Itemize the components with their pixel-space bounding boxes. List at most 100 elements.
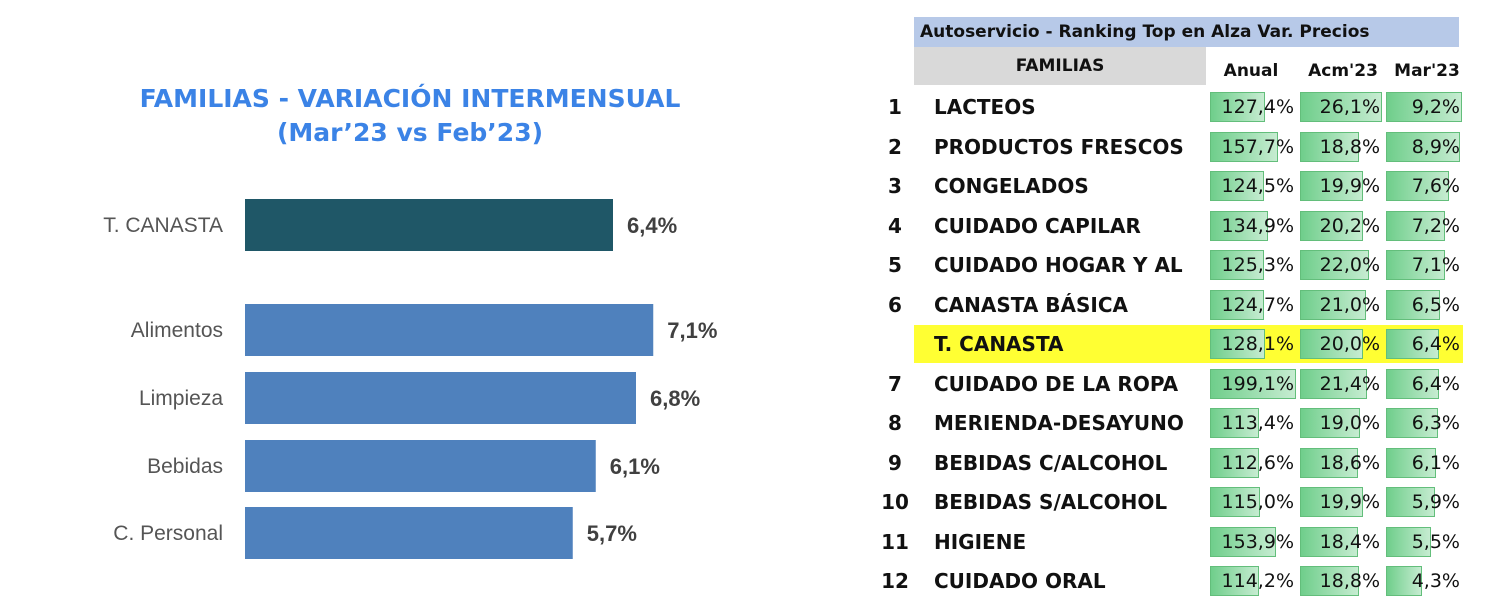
table-row: 3 CONGELADOS 124,5% 19,9% 7,6% xyxy=(880,167,1500,205)
cell-mar: 7,2% xyxy=(1386,210,1462,241)
cell-acm: 19,9% xyxy=(1300,487,1382,517)
rank-number: 8 xyxy=(888,411,902,435)
cell-anual: 113,4% xyxy=(1210,408,1296,438)
cell-value: 157,7% xyxy=(1221,135,1294,158)
familia-name: PRODUCTOS FRESCOS xyxy=(934,134,1184,159)
bar-chart-panel: FAMILIAS - VARIACIÓN INTERMENSUAL (Mar’2… xyxy=(103,84,717,559)
table-row: 1 LACTEOS 127,4% 26,1% 9,2% xyxy=(880,88,1500,126)
rank-number: 7 xyxy=(888,371,902,396)
cell-mar: 6,5% xyxy=(1386,289,1462,320)
cell-value: 8,9% xyxy=(1411,135,1460,158)
cell-value: 22,0% xyxy=(1319,254,1380,276)
data-bar-acm xyxy=(1300,92,1382,122)
cell-value: 113,4% xyxy=(1221,412,1294,434)
cell-anual: 134,9% xyxy=(1210,210,1296,241)
data-bar-mar xyxy=(1386,171,1449,201)
row-highlight xyxy=(914,325,1463,363)
cell-value: 114,2% xyxy=(1221,570,1294,592)
table-row: 5 CUIDADO HOGAR Y AL 125,3% 22,0% 7,1% xyxy=(880,246,1500,284)
table-row: 8 MERIENDA-DESAYUNO 113,4% 19,0% 6,3% xyxy=(880,404,1500,442)
cell-mar: 5,9% xyxy=(1386,487,1462,517)
cell-anual: 125,3% xyxy=(1210,250,1296,280)
data-bar-anual xyxy=(1210,566,1259,596)
bar-t-canasta xyxy=(245,199,613,251)
data-bar-acm xyxy=(1300,526,1358,557)
cell-anual: 153,9% xyxy=(1210,526,1296,557)
category-label: C. Personal xyxy=(113,522,223,545)
data-bar-anual xyxy=(1210,210,1268,241)
data-bar-mar xyxy=(1386,92,1462,122)
data-bar-acm xyxy=(1300,289,1366,320)
cell-value: 19,9% xyxy=(1319,491,1380,513)
cell-mar: 7,1% xyxy=(1386,250,1462,280)
data-bar-anual xyxy=(1210,368,1296,399)
category-label: Alimentos xyxy=(131,319,223,342)
table-row: 4 CUIDADO CAPILAR 134,9% 20,2% 7,2% xyxy=(880,207,1500,245)
cell-anual: 157,7% xyxy=(1210,131,1296,162)
familia-name: MERIENDA-DESAYUNO xyxy=(934,411,1184,435)
rank-number: 11 xyxy=(881,529,909,554)
cell-acm: 18,8% xyxy=(1300,566,1382,596)
column-header-acm: Acm'23 xyxy=(1308,61,1378,81)
table-row: 7 CUIDADO DE LA ROPA 199,1% 21,4% 6,4% xyxy=(880,365,1500,403)
cell-anual: 114,2% xyxy=(1210,566,1296,596)
cell-value: 19,0% xyxy=(1319,412,1380,434)
cell-value: 5,5% xyxy=(1411,530,1460,553)
cell-acm: 18,6% xyxy=(1300,447,1382,478)
rank-number: 10 xyxy=(881,490,909,514)
data-bar-mar xyxy=(1386,368,1439,399)
data-bar-anual xyxy=(1210,526,1276,557)
cell-acm: 21,4% xyxy=(1300,368,1382,399)
cell-value: 199,1% xyxy=(1221,372,1294,395)
cell-value: 7,2% xyxy=(1411,214,1460,237)
familia-name: CUIDADO ORAL xyxy=(934,569,1106,593)
data-bar-mar xyxy=(1386,447,1436,478)
cell-value: 124,7% xyxy=(1221,293,1294,316)
cell-anual: 115,0% xyxy=(1210,487,1296,517)
cell-anual: 127,4% xyxy=(1210,92,1296,122)
value-label: 6,8% xyxy=(650,386,700,411)
cell-mar: 6,4% xyxy=(1386,329,1462,359)
cell-value: 20,0% xyxy=(1319,333,1380,355)
rank-number: 6 xyxy=(888,292,902,317)
data-bar-anual xyxy=(1210,329,1265,359)
rank-number: 1 xyxy=(888,95,902,119)
cell-value: 4,3% xyxy=(1411,570,1460,592)
cell-value: 7,1% xyxy=(1411,254,1460,276)
bar-alimentos xyxy=(245,304,654,356)
rank-number: 4 xyxy=(888,213,902,238)
data-bar-mar xyxy=(1386,566,1422,596)
cell-value: 20,2% xyxy=(1319,214,1380,237)
cell-value: 5,9% xyxy=(1411,491,1460,513)
cell-value: 19,9% xyxy=(1319,175,1380,197)
cell-acm: 21,0% xyxy=(1300,289,1382,320)
cell-value: 127,4% xyxy=(1221,96,1294,118)
table-row: T. CANASTA 128,1% 20,0% 6,4% xyxy=(880,325,1500,363)
bar-chart: T. CANASTA 6,4% Alimentos 7,1% Limpieza 6,8% B… xyxy=(103,199,717,559)
cell-value: 18,8% xyxy=(1319,570,1380,592)
cell-value: 112,6% xyxy=(1221,451,1294,474)
cell-value: 125,3% xyxy=(1221,254,1294,276)
cell-mar: 5,5% xyxy=(1386,526,1462,557)
rank-number: 12 xyxy=(881,569,909,593)
familia-name: LACTEOS xyxy=(934,95,1036,119)
cell-acm: 20,2% xyxy=(1300,210,1382,241)
cell-value: 7,6% xyxy=(1411,175,1460,197)
cell-value: 6,5% xyxy=(1411,293,1460,316)
cell-mar: 6,3% xyxy=(1386,408,1462,438)
familia-name: CONGELADOS xyxy=(934,174,1089,198)
bar-c-personal xyxy=(245,507,573,559)
cell-value: 6,4% xyxy=(1411,372,1460,395)
cell-value: 18,6% xyxy=(1319,451,1380,474)
cell-value: 6,1% xyxy=(1411,451,1460,474)
chart-title: FAMILIAS - VARIACIÓN INTERMENSUAL xyxy=(139,84,681,113)
familia-name: T. CANASTA xyxy=(934,332,1064,356)
data-bar-anual xyxy=(1210,487,1260,517)
category-label: Bebidas xyxy=(147,455,223,478)
data-bar-mar xyxy=(1386,329,1439,359)
cell-mar: 6,1% xyxy=(1386,447,1462,478)
data-bar-acm xyxy=(1300,566,1359,596)
data-bar-anual xyxy=(1210,289,1264,320)
familia-name: BEBIDAS C/ALCOHOL xyxy=(934,450,1168,475)
cell-value: 9,2% xyxy=(1411,96,1460,118)
